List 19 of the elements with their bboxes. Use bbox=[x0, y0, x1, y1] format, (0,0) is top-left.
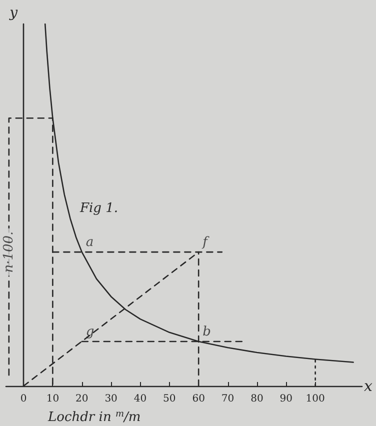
x-tick-label: 70 bbox=[221, 394, 234, 404]
x-tick-label: 50 bbox=[163, 394, 176, 404]
annotation: g bbox=[86, 324, 94, 340]
annotation: a bbox=[86, 235, 94, 250]
x-tick-label: 80 bbox=[250, 394, 264, 404]
x-tick-label: 40 bbox=[134, 394, 147, 404]
annotation: f bbox=[202, 235, 210, 250]
annotation: Fig 1. bbox=[79, 201, 118, 216]
x-tick-label: 0 bbox=[20, 394, 27, 404]
annotation: b bbox=[202, 324, 211, 340]
y-axis-title: y bbox=[8, 5, 19, 21]
x-axis-title: x bbox=[364, 377, 373, 395]
x-tick-label: 90 bbox=[280, 394, 292, 404]
x-tick-label: 20 bbox=[76, 394, 88, 404]
x-tick-label: 30 bbox=[104, 394, 118, 404]
annotation: n·100. bbox=[1, 231, 16, 273]
x-tick-label: 10 bbox=[46, 394, 60, 404]
x-tick-label: 100 bbox=[306, 394, 325, 404]
x-tick-label: 60 bbox=[192, 394, 205, 404]
